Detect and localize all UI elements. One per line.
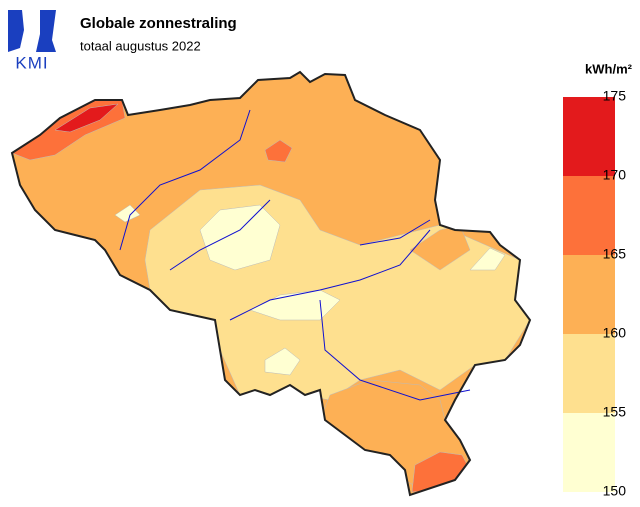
logo-shape [36, 10, 56, 52]
legend-swatch [563, 97, 615, 176]
legend-swatch [563, 334, 615, 413]
radiation-zone [54, 103, 119, 133]
legend-tick-label: 155 [603, 404, 627, 420]
radiation-zone [264, 139, 293, 163]
title: Globale zonnestraling [80, 15, 237, 32]
river [229, 229, 431, 321]
legend-swatch [563, 255, 615, 334]
legend-unit: kWh/m² [585, 61, 633, 76]
logo: KMI [8, 10, 56, 72]
legend-swatch [563, 413, 615, 492]
radiation-zone [249, 289, 341, 321]
legend-tick-label: 150 [603, 483, 627, 499]
legend-tick-label: 160 [603, 325, 627, 341]
radiation-zone [409, 224, 471, 271]
river [119, 109, 251, 251]
legend-tick-label: 165 [603, 246, 627, 262]
legend-swatch [563, 176, 615, 255]
rivers [119, 109, 471, 401]
legend-tick-label: 170 [603, 167, 627, 183]
country-border [10, 70, 532, 497]
river [169, 199, 271, 271]
logo-text: KMI [15, 53, 48, 72]
radiation-zone [114, 204, 141, 223]
subtitle: totaal augustus 2022 [80, 38, 201, 53]
legend: 150 155 160 165 170 175 [563, 88, 626, 499]
radiation-zone [469, 247, 506, 271]
river [359, 219, 431, 246]
radiation-zone [199, 204, 281, 271]
legend-tick-label: 175 [603, 88, 627, 104]
logo-shape [8, 10, 24, 52]
radiation-zone [264, 347, 301, 376]
river [319, 299, 471, 401]
map [12, 72, 530, 495]
